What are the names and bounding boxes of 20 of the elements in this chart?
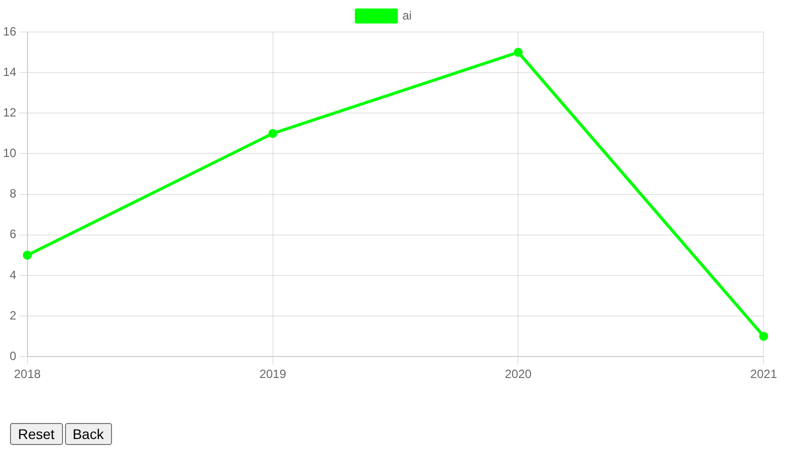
y-tick-label: 8 <box>10 186 17 201</box>
x-tick-label: 2020 <box>504 367 532 382</box>
legend-label: ai <box>402 8 412 22</box>
y-tick-label: 14 <box>2 64 17 79</box>
point <box>514 48 523 57</box>
x-tick-label: 2019 <box>259 367 286 382</box>
x-tick-label: 2021 <box>750 367 778 382</box>
y-tick-label: 16 <box>2 24 17 38</box>
point <box>759 332 768 341</box>
text: Reset <box>10 423 63 445</box>
point <box>22 250 32 260</box>
y-tick-label: 6 <box>10 227 17 242</box>
y-tick-label: 12 <box>2 105 17 120</box>
y-tick-label: 0 <box>10 348 17 363</box>
y-tick-label: 2 <box>10 308 17 322</box>
y-tick-label: 4 <box>10 268 17 282</box>
text: Back <box>64 423 112 445</box>
x-tick-label: 2018 <box>14 367 42 382</box>
y-tick-label: 10 <box>2 146 17 160</box>
point <box>268 128 278 138</box>
